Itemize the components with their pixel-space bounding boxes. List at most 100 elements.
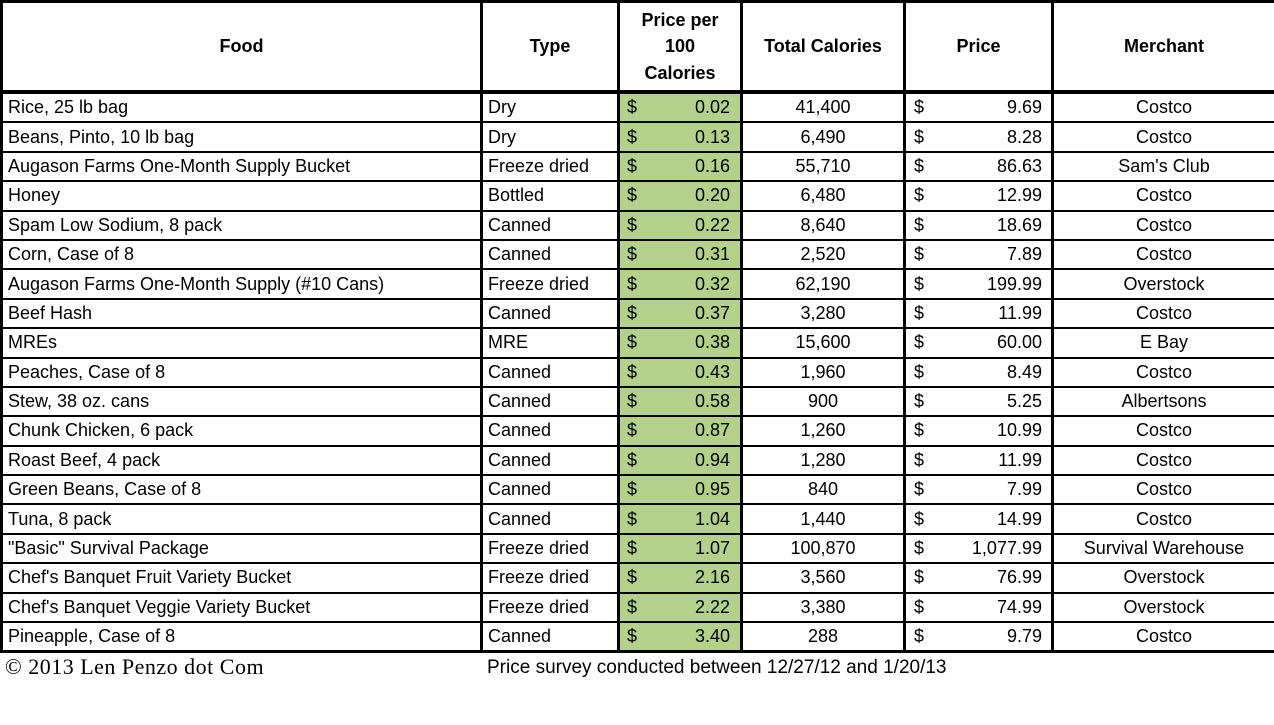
price-value: 60.00 — [996, 332, 1042, 353]
price-per-100cal-cell: $2.22 — [617, 591, 743, 624]
table-row: Roast Beef, 4 pack Canned $0.94 1,280 $1… — [0, 444, 1274, 477]
dollar-sign: $ — [914, 596, 925, 617]
price-cell: $10.99 — [903, 415, 1054, 447]
total-calories-cell: 1,280 — [740, 444, 906, 477]
column-header-total-calories: Total Calories — [740, 0, 906, 94]
food-cell: Beef Hash — [0, 297, 483, 330]
price-per-100cal-cell: $0.58 — [617, 385, 743, 418]
dollar-sign: $ — [914, 273, 925, 294]
price-cell: $199.99 — [903, 268, 1054, 300]
total-calories-cell: 3,560 — [740, 562, 906, 594]
type-cell: Canned — [480, 474, 620, 506]
price-per-100cal-value: 3.40 — [694, 626, 730, 647]
dollar-sign: $ — [627, 214, 638, 235]
food-cell: Chunk Chicken, 6 pack — [0, 415, 483, 447]
price-per-100cal-value: 0.38 — [694, 332, 730, 353]
price-per-100cal-cell: $1.04 — [617, 503, 743, 535]
merchant-cell: Overstock — [1051, 268, 1274, 300]
dollar-sign: $ — [627, 449, 638, 470]
price-cell: $9.69 — [903, 90, 1054, 124]
dollar-sign: $ — [914, 361, 925, 382]
merchant-cell: Survival Warehouse — [1051, 532, 1274, 565]
price-per-100cal-value: 0.20 — [694, 185, 730, 206]
price-per-100cal-value: 2.16 — [694, 567, 730, 588]
dollar-sign: $ — [627, 391, 638, 412]
price-value: 18.69 — [996, 214, 1042, 235]
price-cell: $76.99 — [903, 562, 1054, 594]
total-calories-cell: 3,280 — [740, 297, 906, 330]
dollar-sign: $ — [627, 302, 638, 323]
food-cell: Pineapple, Case of 8 — [0, 621, 483, 653]
price-value: 7.99 — [1006, 479, 1042, 500]
dollar-sign: $ — [914, 508, 925, 529]
price-value: 1,077.99 — [971, 538, 1042, 559]
merchant-cell: Overstock — [1051, 562, 1274, 594]
price-value: 10.99 — [996, 420, 1042, 441]
price-per-100cal-cell: $0.31 — [617, 238, 743, 271]
price-value: 11.99 — [998, 449, 1042, 470]
price-per-100cal-cell: $2.16 — [617, 562, 743, 594]
dollar-sign: $ — [627, 332, 638, 353]
dollar-sign: $ — [627, 420, 638, 441]
type-cell: Canned — [480, 356, 620, 388]
merchant-cell: Costco — [1051, 90, 1274, 124]
price-cell: $14.99 — [903, 503, 1054, 535]
table-row: Pineapple, Case of 8 Canned $3.40 288 $9… — [0, 621, 1274, 653]
price-cell: $18.69 — [903, 209, 1054, 241]
price-per-100cal-value: 0.32 — [694, 273, 730, 294]
merchant-cell: E Bay — [1051, 327, 1274, 359]
merchant-cell: Costco — [1051, 415, 1274, 447]
price-per-100cal-value: 0.22 — [694, 214, 730, 235]
price-per-100cal-value: 0.58 — [694, 391, 730, 412]
total-calories-cell: 6,490 — [740, 121, 906, 153]
merchant-cell: Costco — [1051, 209, 1274, 241]
price-per-100cal-cell: $0.32 — [617, 268, 743, 300]
type-cell: Canned — [480, 621, 620, 653]
price-per-calorie-table: Food Type Price per 100 Calories Total C… — [0, 0, 1274, 654]
dollar-sign: $ — [627, 155, 638, 176]
table-row: Tuna, 8 pack Canned $1.04 1,440 $14.99 C… — [0, 503, 1274, 535]
dollar-sign: $ — [627, 567, 638, 588]
type-cell: MRE — [480, 327, 620, 359]
type-cell: Freeze dried — [480, 268, 620, 300]
header-row: Food Type Price per 100 Calories Total C… — [0, 0, 1274, 94]
price-value: 199.99 — [986, 273, 1042, 294]
table-row: Rice, 25 lb bag Dry $0.02 41,400 $9.69 C… — [0, 90, 1274, 124]
type-cell: Canned — [480, 297, 620, 330]
merchant-cell: Costco — [1051, 474, 1274, 506]
table-row: Beef Hash Canned $0.37 3,280 $11.99 Cost… — [0, 297, 1274, 330]
table-row: MREs MRE $0.38 15,600 $60.00 E Bay — [0, 327, 1274, 359]
food-cell: Green Beans, Case of 8 — [0, 474, 483, 506]
merchant-cell: Costco — [1051, 297, 1274, 330]
total-calories-cell: 840 — [740, 474, 906, 506]
food-cell: MREs — [0, 327, 483, 359]
type-cell: Freeze dried — [480, 562, 620, 594]
dollar-sign: $ — [914, 626, 925, 647]
total-calories-cell: 1,260 — [740, 415, 906, 447]
dollar-sign: $ — [914, 567, 925, 588]
dollar-sign: $ — [914, 97, 925, 118]
price-value: 74.99 — [996, 596, 1042, 617]
price-cell: $11.99 — [903, 297, 1054, 330]
price-value: 5.25 — [1006, 391, 1042, 412]
price-value: 8.49 — [1006, 361, 1042, 382]
price-per-100cal-value: 0.31 — [694, 244, 730, 265]
dollar-sign: $ — [914, 449, 925, 470]
table-row: Peaches, Case of 8 Canned $0.43 1,960 $8… — [0, 356, 1274, 388]
table-body: Rice, 25 lb bag Dry $0.02 41,400 $9.69 C… — [0, 90, 1274, 653]
type-cell: Canned — [480, 503, 620, 535]
price-value: 9.69 — [1006, 97, 1042, 118]
price-cell: $7.99 — [903, 474, 1054, 506]
dollar-sign: $ — [914, 479, 925, 500]
copyright-text: © 2013 Len Penzo dot Com — [5, 654, 265, 680]
price-per-100cal-value: 0.13 — [694, 126, 730, 147]
dollar-sign: $ — [627, 538, 638, 559]
price-cell: $12.99 — [903, 180, 1054, 212]
price-cell: $60.00 — [903, 327, 1054, 359]
price-cell: $1,077.99 — [903, 532, 1054, 565]
dollar-sign: $ — [914, 126, 925, 147]
price-per-100cal-cell: $0.02 — [617, 90, 743, 124]
merchant-cell: Sam's Club — [1051, 150, 1274, 183]
total-calories-cell: 41,400 — [740, 90, 906, 124]
total-calories-cell: 6,480 — [740, 180, 906, 212]
